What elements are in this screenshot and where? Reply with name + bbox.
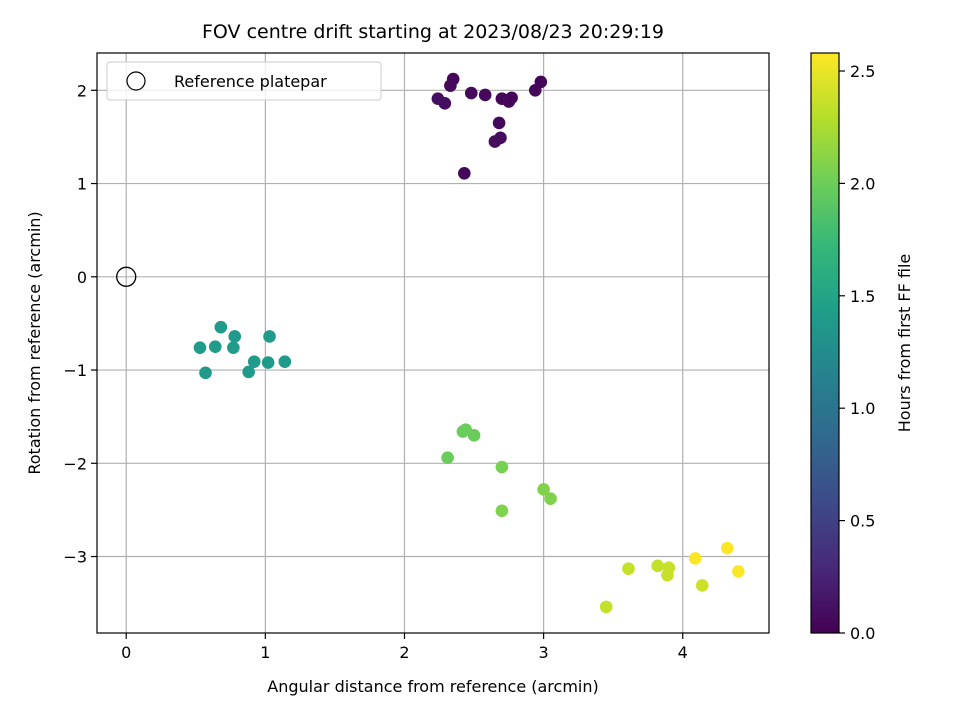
chart-title: FOV centre drift starting at 2023/08/23 … bbox=[202, 21, 664, 43]
legend-box bbox=[106, 61, 382, 101]
y-tick-label: −2 bbox=[63, 454, 87, 473]
scatter-point bbox=[492, 116, 506, 130]
y-axis-label: Rotation from reference (arcmin) bbox=[25, 211, 44, 474]
x-tick-label: 4 bbox=[678, 643, 688, 662]
colorbar-tick-label: 1.0 bbox=[850, 399, 875, 418]
scatter-points bbox=[193, 72, 745, 614]
x-tick-label: 0 bbox=[121, 643, 131, 662]
scatter-point bbox=[261, 356, 275, 369]
y-tick-label: −3 bbox=[63, 548, 87, 567]
colorbar-tick-label: 1.5 bbox=[850, 287, 875, 306]
scatter-point bbox=[688, 552, 702, 565]
scatter-point bbox=[263, 330, 276, 343]
scatter-point bbox=[720, 541, 734, 555]
scatter-point bbox=[505, 91, 518, 105]
scatter-point bbox=[458, 166, 471, 180]
scatter-point bbox=[214, 320, 228, 334]
scatter-point bbox=[661, 568, 674, 582]
colorbar-tick-label: 2.0 bbox=[850, 174, 875, 193]
scatter-point bbox=[651, 559, 664, 573]
scatter-point bbox=[438, 97, 452, 110]
colorbar-ticks: 0.0 0.5 1.0 1.5 2.0 2.5 bbox=[839, 62, 875, 643]
scatter-point bbox=[444, 79, 457, 92]
axis-ticks: 0 1 2 3 4 2 1 0 −1 −2 −3 bbox=[63, 81, 687, 662]
legend-label: Reference platepar bbox=[174, 72, 327, 91]
scatter-point bbox=[278, 355, 292, 368]
scatter-point bbox=[227, 341, 240, 354]
scatter-point bbox=[495, 460, 509, 474]
scatter-point bbox=[544, 492, 557, 506]
y-tick-label: 2 bbox=[77, 81, 87, 100]
colorbar-tick-label: 2.5 bbox=[850, 62, 875, 81]
scatter-point bbox=[228, 330, 242, 343]
scatter-point bbox=[478, 88, 492, 102]
scatter-point bbox=[534, 75, 548, 89]
reference-marker bbox=[116, 266, 137, 287]
colorbar-tick-label: 0.0 bbox=[850, 624, 875, 643]
scatter-point bbox=[193, 341, 207, 354]
scatter-point bbox=[488, 135, 502, 148]
scatter-point bbox=[199, 366, 212, 380]
x-tick-label: 1 bbox=[260, 643, 270, 662]
scatter-point bbox=[464, 86, 478, 100]
scatter-point bbox=[467, 429, 481, 442]
x-axis-label: Angular distance from reference (arcmin) bbox=[267, 677, 598, 696]
plot-frame bbox=[96, 52, 770, 634]
y-tick-label: −1 bbox=[63, 361, 87, 380]
colorbar-label: Hours from first FF file bbox=[895, 254, 914, 433]
x-tick-label: 3 bbox=[539, 643, 549, 662]
reference-marker-group bbox=[116, 266, 137, 287]
colorbar: 0.0 0.5 1.0 1.5 2.0 2.5 Hours from first FF f… bbox=[810, 52, 914, 643]
scatter-point bbox=[208, 340, 222, 354]
scatter-point bbox=[247, 355, 261, 368]
colorbar-gradient bbox=[811, 53, 839, 633]
scatter-point bbox=[695, 579, 709, 592]
legend-marker bbox=[126, 71, 146, 91]
scatter-point bbox=[441, 451, 454, 464]
scatter-point bbox=[242, 365, 255, 379]
scatter-point bbox=[495, 504, 509, 518]
x-tick-label: 2 bbox=[399, 643, 409, 662]
scatter-point bbox=[599, 600, 613, 614]
y-tick-label: 0 bbox=[77, 268, 87, 287]
scatter-point bbox=[537, 483, 550, 496]
y-tick-label: 1 bbox=[77, 175, 87, 194]
scatter-point bbox=[732, 565, 745, 578]
legend: Reference platepar bbox=[106, 61, 382, 101]
scatter-point bbox=[622, 562, 635, 575]
colorbar-tick-label: 0.5 bbox=[850, 512, 875, 531]
colorbar-frame bbox=[810, 52, 840, 634]
